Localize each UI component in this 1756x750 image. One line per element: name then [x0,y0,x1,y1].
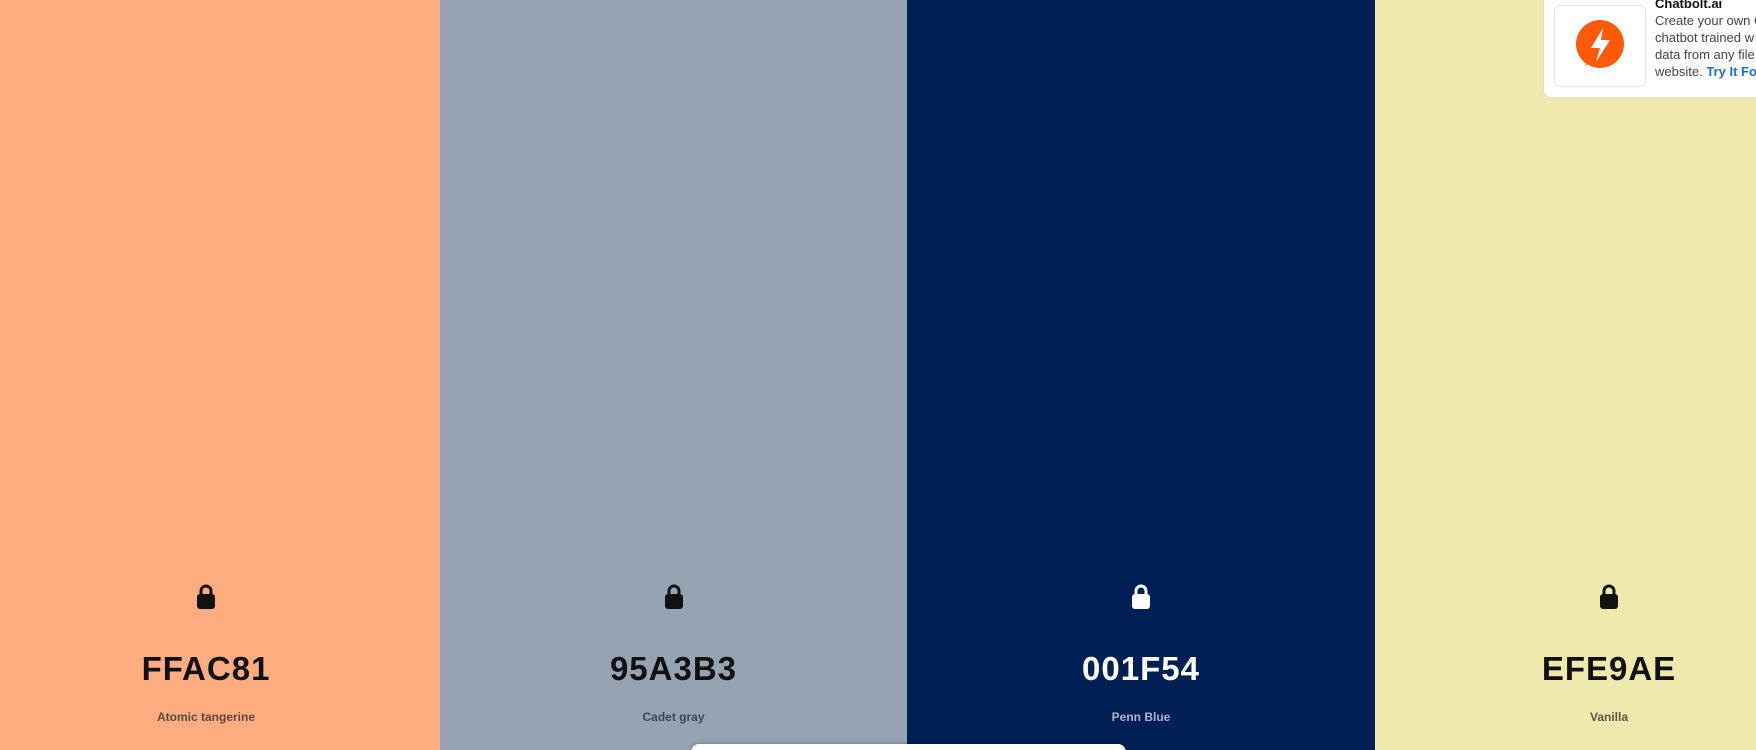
ad-card[interactable]: Chatbolt.ai Create your own C chatbot tr… [1543,0,1756,98]
lock-icon[interactable] [1598,584,1620,610]
color-name: Vanilla [1589,710,1629,724]
lock-icon[interactable] [195,584,217,610]
ad-link[interactable]: Try It For [1706,64,1756,79]
color-column[interactable]: 001F54 Penn Blue [907,0,1375,750]
ad-logo [1554,5,1646,87]
color-column[interactable]: 95A3B3 Cadet gray [440,0,907,750]
ad-line: data from any file [1655,47,1755,62]
column-content: 001F54 Penn Blue [907,0,1375,750]
hex-code[interactable]: 001F54 [1082,650,1200,687]
column-content: 95A3B3 Cadet gray [440,0,907,750]
ad-title: Chatbolt.ai [1655,0,1723,11]
ad-line: chatbot trained w [1655,30,1755,45]
ad-line-text: website. [1655,64,1703,79]
logo-icon [1576,20,1624,68]
color-name: Cadet gray [642,710,705,724]
toolbar[interactable] [691,744,1126,750]
column-content: FFAC81 Atomic tangerine [0,0,412,750]
ad-line: website. Try It For [1655,63,1756,80]
lock-icon[interactable] [1130,584,1152,610]
color-name: Atomic tangerine [156,710,255,724]
lock-icon[interactable] [663,584,685,610]
hex-code[interactable]: FFAC81 [141,650,271,687]
column-content: EFE9AE Vanilla [1375,0,1756,750]
color-name: Penn Blue [1111,710,1171,724]
color-column[interactable]: FFAC81 Atomic tangerine [0,0,440,750]
color-column[interactable]: EFE9AE Vanilla [1375,0,1756,750]
hex-code[interactable]: 95A3B3 [609,650,738,687]
ad-line: Create your own C [1655,13,1756,28]
hex-code[interactable]: EFE9AE [1541,650,1677,687]
ad-text: Chatbolt.ai Create your own C chatbot tr… [1655,0,1756,80]
